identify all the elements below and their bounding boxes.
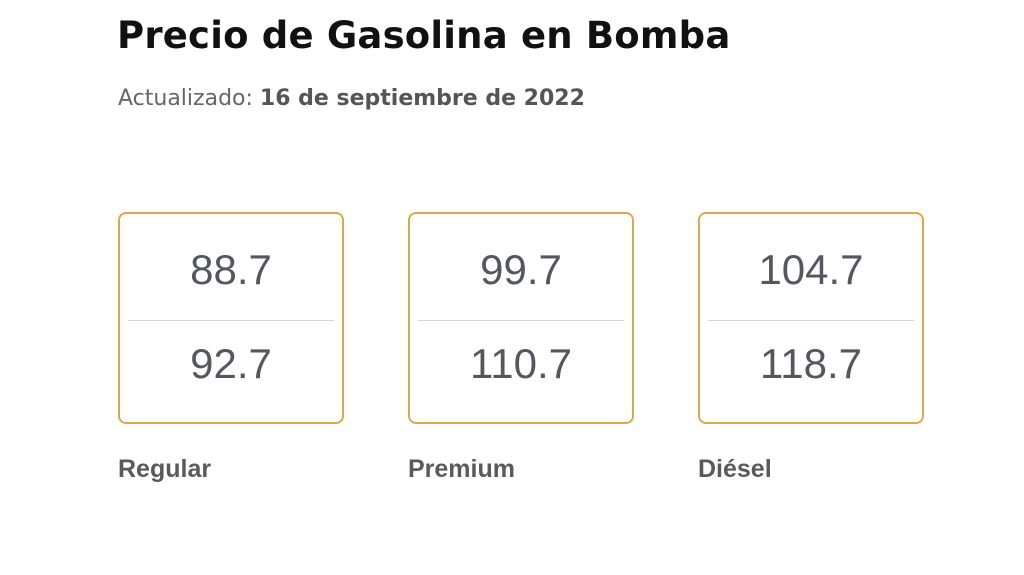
updated-info: Actualizado: 16 de septiembre de 2022	[118, 86, 585, 111]
price-bottom: 110.7	[470, 340, 572, 387]
fuel-label-diesel: Diésel	[698, 455, 772, 483]
updated-date: 16 de septiembre de 2022	[259, 86, 585, 111]
price-bottom: 92.7	[190, 340, 272, 387]
price-top: 104.7	[758, 246, 864, 293]
divider	[708, 320, 914, 321]
price-card-regular: 88.7 92.7	[118, 212, 344, 424]
divider	[418, 320, 624, 321]
updated-label: Actualizado:	[118, 86, 253, 111]
price-bottom: 118.7	[760, 340, 862, 387]
price-card-diesel: 104.7 118.7	[698, 212, 924, 424]
price-top: 99.7	[480, 246, 562, 293]
price-card-premium: 99.7 110.7	[408, 212, 634, 424]
fuel-label-regular: Regular	[118, 455, 212, 483]
price-top: 88.7	[190, 246, 272, 293]
divider	[128, 320, 334, 321]
fuel-label-premium: Premium	[408, 455, 515, 483]
page-title: Precio de Gasolina en Bomba	[117, 14, 731, 57]
